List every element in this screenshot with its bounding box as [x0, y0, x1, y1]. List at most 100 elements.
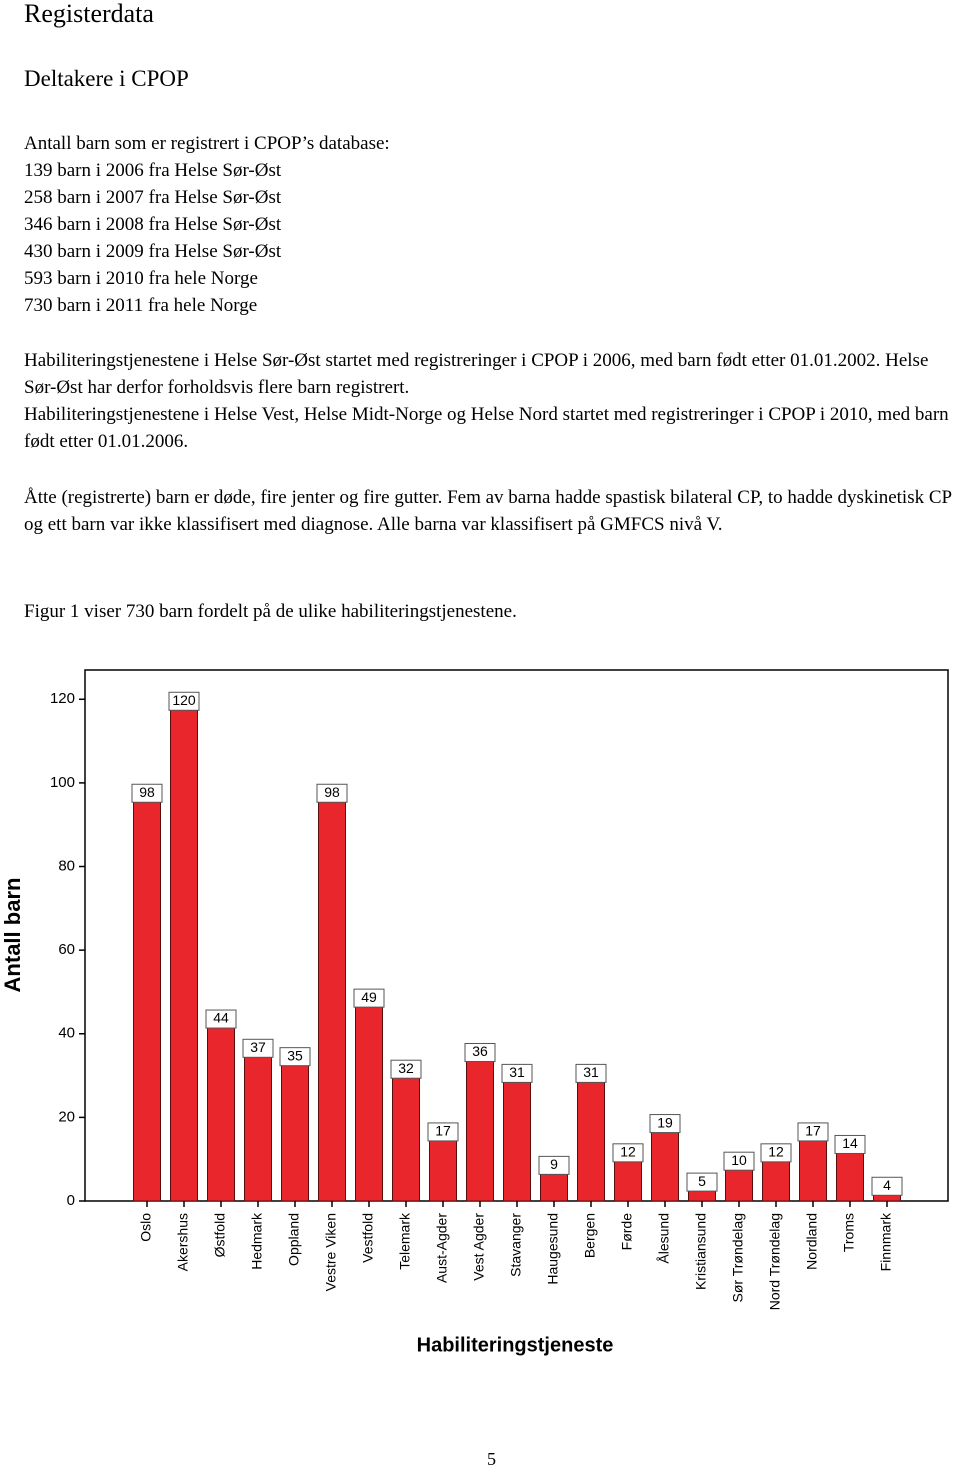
bar: [503, 1070, 531, 1202]
bar: [318, 790, 346, 1202]
x-axis-label: Habiliteringstjeneste: [417, 1334, 614, 1356]
x-tick-label: Sør Trøndelag: [730, 1213, 746, 1302]
y-tick-label: 80: [58, 857, 75, 874]
value-label: 31: [583, 1064, 599, 1080]
y-axis-label: Antall barn: [0, 878, 25, 993]
value-label-box: [205, 1009, 237, 1029]
value-label: 120: [172, 692, 196, 708]
list-item: 139 barn i 2006 fra Helse Sør-Øst: [24, 160, 282, 181]
value-label-box: [427, 1122, 459, 1142]
paragraph: Åtte (registrerte) barn er døde, fire je…: [24, 487, 952, 535]
paragraph: Habiliteringstjenestene i Helse Sør-Øst …: [24, 350, 929, 398]
value-label-box: [279, 1047, 311, 1067]
x-tick-label: Kristiansund: [693, 1213, 709, 1290]
title: Registerdata: [24, 0, 154, 28]
value-label-box: [686, 1172, 718, 1192]
value-label: 14: [842, 1135, 858, 1151]
value-label-box: [242, 1038, 274, 1058]
subtitle: Deltakere i CPOP: [24, 66, 189, 91]
value-label: 12: [768, 1144, 784, 1160]
list: 139 barn i 2006 fra Helse Sør-Øst 258 bar…: [24, 157, 960, 319]
bar: [133, 790, 161, 1202]
intro: Antall barn som er registrert i CPOP’s d…: [24, 133, 390, 154]
x-tick-label: Nordland: [804, 1213, 820, 1270]
value-label: 12: [620, 1144, 636, 1160]
bar: [207, 1016, 235, 1202]
x-tick-label: Østfold: [212, 1213, 228, 1257]
value-label-box: [464, 1042, 496, 1062]
y-tick-label: 0: [67, 1192, 75, 1209]
y-tick-label: 20: [58, 1108, 75, 1125]
value-label: 98: [324, 784, 340, 800]
value-label-box: [353, 988, 385, 1008]
value-label-box: [797, 1122, 829, 1142]
value-label-box: [612, 1143, 644, 1163]
value-label: 44: [213, 1010, 229, 1026]
value-label-box: [575, 1063, 607, 1083]
value-label: 17: [435, 1123, 451, 1139]
x-tick-label: Finnmark: [878, 1212, 894, 1271]
x-tick-label: Ålesund: [656, 1213, 672, 1264]
bar: [281, 1054, 309, 1202]
y-tick-label: 40: [58, 1025, 75, 1042]
x-tick-label: Oslo: [138, 1213, 154, 1242]
value-label: 10: [731, 1152, 747, 1168]
value-label-box: [723, 1151, 755, 1171]
x-tick-label: Bergen: [582, 1213, 598, 1258]
value-label: 9: [550, 1156, 558, 1172]
paragraph: Figur 1 viser 730 barn fordelt på de uli…: [24, 601, 517, 622]
bar: [170, 698, 198, 1202]
value-label: 49: [361, 989, 377, 1005]
bar: [577, 1070, 605, 1202]
value-label: 98: [139, 784, 155, 800]
value-label-box: [168, 691, 200, 711]
y-tick-label: 120: [50, 690, 75, 707]
value-label: 36: [472, 1043, 488, 1059]
bar: [466, 1049, 494, 1202]
value-label: 17: [805, 1123, 821, 1139]
value-label: 37: [250, 1039, 266, 1055]
y-tick-label: 60: [58, 941, 75, 958]
value-label: 35: [287, 1047, 303, 1063]
value-label-box: [834, 1134, 866, 1154]
value-label-box: [501, 1063, 533, 1083]
bar: [244, 1045, 272, 1202]
value-label: 31: [509, 1064, 525, 1080]
bar: [392, 1066, 420, 1202]
paragraph: Habiliteringstjenestene i Helse Vest, He…: [24, 404, 949, 452]
value-label-box: [649, 1114, 681, 1134]
x-tick-label: Hedmark: [249, 1212, 265, 1270]
list-item: 258 barn i 2007 fra Helse Sør-Øst: [24, 187, 282, 208]
y-tick-label: 100: [50, 774, 75, 791]
x-tick-label: Vestfold: [360, 1213, 376, 1263]
value-label-box: [871, 1176, 903, 1196]
value-label-box: [131, 783, 163, 803]
x-tick-label: Aust-Agder: [434, 1213, 450, 1283]
value-label: 32: [398, 1060, 414, 1076]
list-item: 430 barn i 2009 fra Helse Sør-Øst: [24, 241, 282, 262]
value-label-box: [538, 1155, 570, 1175]
bar: [429, 1129, 457, 1202]
x-tick-label: Vest Agder: [471, 1213, 487, 1281]
value-label: 19: [657, 1114, 673, 1130]
x-tick-label: Førde: [619, 1213, 635, 1251]
value-label: 5: [698, 1173, 706, 1189]
value-label: 4: [883, 1177, 891, 1193]
list-item: 730 barn i 2011 fra hele Norge: [24, 295, 258, 316]
list-item: 593 barn i 2010 fra hele Norge: [24, 268, 258, 289]
x-tick-label: Oppland: [286, 1213, 302, 1266]
bar: [355, 995, 383, 1202]
x-tick-label: Vestre Viken: [323, 1213, 339, 1291]
page-number: 5: [487, 1449, 496, 1469]
x-tick-label: Akershus: [175, 1213, 191, 1271]
x-tick-label: Troms: [841, 1213, 857, 1252]
x-tick-label: Nord Trøndelag: [767, 1213, 783, 1310]
value-label-box: [316, 783, 348, 803]
value-label-box: [390, 1059, 422, 1079]
x-tick-label: Telemark: [397, 1212, 413, 1270]
x-tick-label: Haugesund: [545, 1213, 561, 1285]
list-item: 346 barn i 2008 fra Helse Sør-Øst: [24, 214, 282, 235]
value-label-box: [760, 1143, 792, 1163]
